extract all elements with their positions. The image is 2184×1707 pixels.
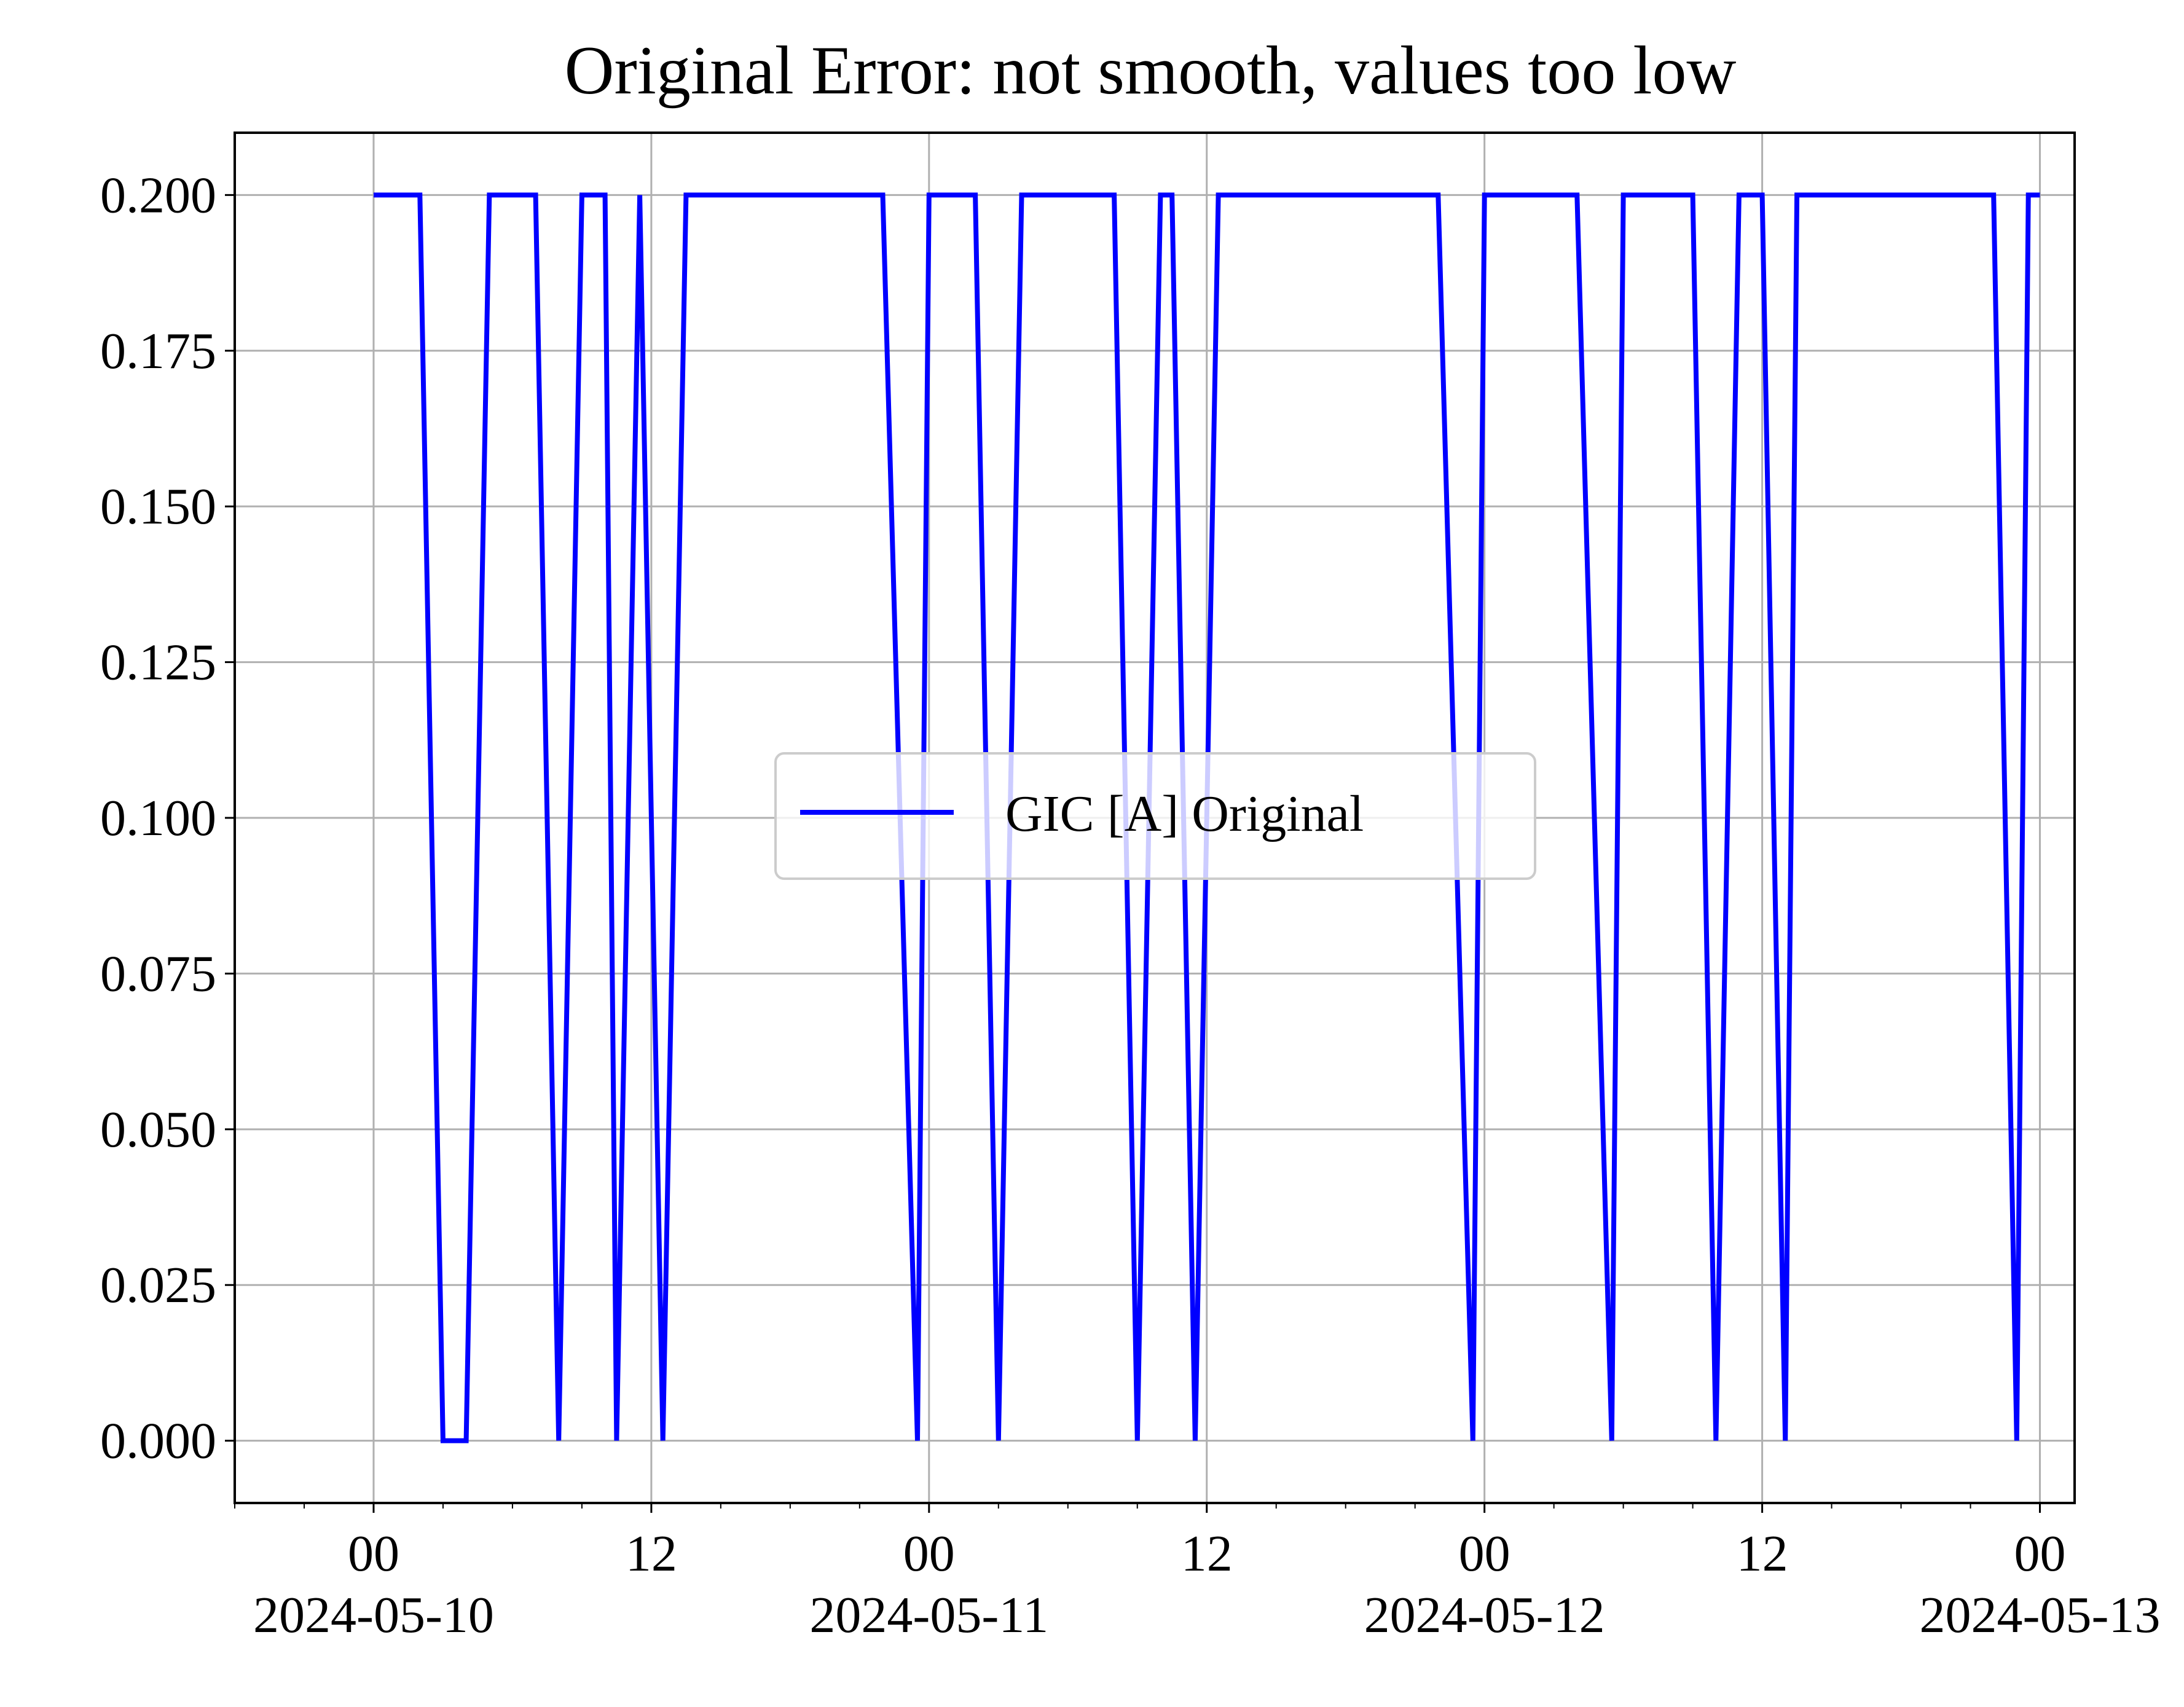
x-date-label: 2024-05-13 [1920,1587,2161,1644]
y-tick-label: 0.000 [100,1413,216,1470]
y-axis: 0.000 0.025 0.050 0.075 0.100 0.125 0.150 0.175… [100,167,235,1470]
y-tick-label: 0.100 [100,790,216,847]
x-date-label: 2024-05-11 [809,1587,1048,1644]
y-tick-label: 0.075 [100,945,216,1002]
y-tick-label: 0.200 [100,167,216,224]
x-tick-label: 12 [1181,1525,1233,1582]
x-tick-label: 00 [903,1525,955,1582]
y-tick-label: 0.125 [100,634,216,691]
y-tick-label: 0.025 [100,1257,216,1314]
x-tick-label: 00 [1459,1525,1510,1582]
x-date-label: 2024-05-12 [1364,1587,1605,1644]
series-layer [374,192,2040,1443]
y-tick-label: 0.175 [100,323,216,380]
x-tick-label: 12 [626,1525,677,1582]
x-date-label: 2024-05-10 [253,1587,494,1644]
series-line [374,192,2040,1443]
chart-title: Original Error: not smooth, values too l… [565,33,1737,109]
x-tick-label: 00 [2014,1525,2066,1582]
legend: GIC [A] Original [774,752,1536,880]
legend-label: GIC [A] Original [1005,785,1364,842]
x-tick-label: 00 [348,1525,399,1582]
legend-box [774,752,1536,880]
y-tick-label: 0.050 [100,1101,216,1158]
y-tick-label: 0.150 [100,478,216,535]
x-tick-label: 12 [1737,1525,1788,1582]
